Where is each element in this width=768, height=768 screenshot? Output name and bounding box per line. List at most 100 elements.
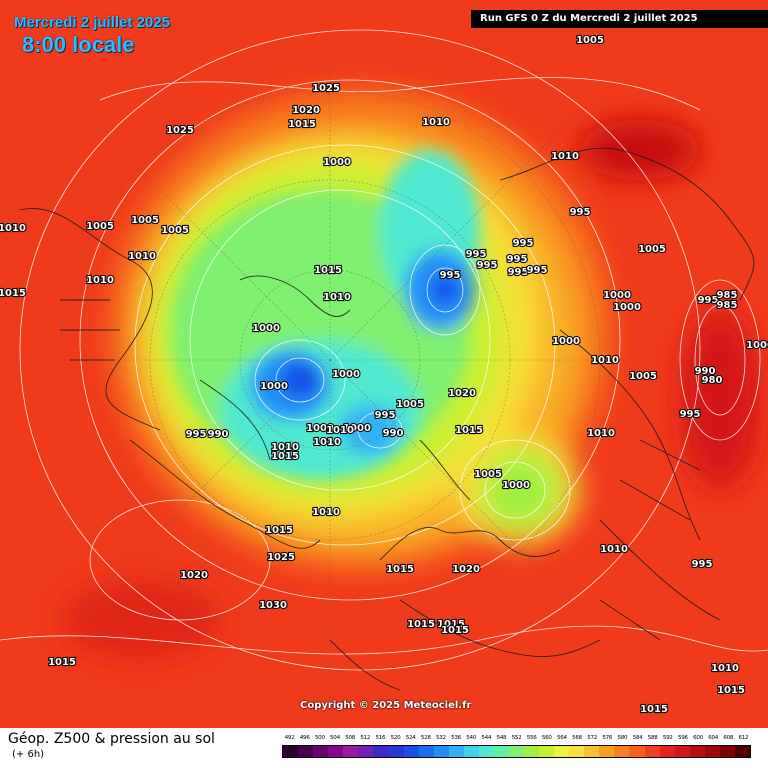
color-swatch: [403, 746, 419, 757]
color-swatch: [539, 746, 555, 757]
color-scale-label: 516: [375, 735, 386, 741]
color-swatch: [554, 746, 570, 757]
forecast-offset: (+ 6h): [12, 749, 45, 760]
isobar-label: 1005: [131, 215, 159, 226]
isobar-label: 1005: [474, 469, 502, 480]
color-scale-label: 580: [617, 735, 628, 741]
color-scale-label: 592: [662, 735, 673, 741]
isobar-label: 995: [466, 249, 487, 260]
isobar-label: 1020: [292, 105, 320, 116]
color-swatch: [463, 746, 479, 757]
color-scale-label: 604: [708, 735, 719, 741]
isobar-label: 1005: [629, 371, 657, 382]
isobar-label: 990: [695, 366, 716, 377]
color-swatch: [493, 746, 509, 757]
color-swatch: [388, 746, 404, 757]
isobar-label: 990: [383, 428, 404, 439]
isobar-label: 995: [692, 559, 713, 570]
color-swatch: [524, 746, 540, 757]
color-scale-labels: 492 496 500 504 508 512 516 520 524 528 532 536 540 5…: [282, 735, 751, 745]
isobar-label: 1015: [437, 619, 465, 630]
color-swatch: [659, 746, 675, 757]
isobar-label: 1005: [638, 244, 666, 255]
isobar-label: 1010: [587, 428, 615, 439]
isobar-label: 1000: [603, 290, 631, 301]
isobar-label: 1000: [552, 336, 580, 347]
color-swatch: [283, 746, 299, 757]
color-swatch: [689, 746, 705, 757]
isobar-label: 1010: [551, 151, 579, 162]
isobar-label: 1000: [332, 369, 360, 380]
isobar-label: 1015: [640, 704, 668, 715]
isobar-label: 1000: [746, 340, 768, 351]
forecast-date: Mercredi 2 juillet 2025: [14, 14, 170, 31]
color-scale-label: 500: [314, 735, 325, 741]
color-swatch: [569, 746, 585, 757]
color-swatch: [704, 746, 720, 757]
isobar-label: 1020: [452, 564, 480, 575]
color-swatch: [343, 746, 359, 757]
isobar-label: 1015: [0, 288, 26, 299]
isobar-label: 995: [680, 409, 701, 420]
color-swatch: [448, 746, 464, 757]
isobar-label: 1010: [323, 292, 351, 303]
color-swatch: [373, 746, 389, 757]
isobar-label: 1015: [717, 685, 745, 696]
isobar-label: 1000: [252, 323, 280, 334]
color-scale-label: 520: [390, 735, 401, 741]
color-scale-label: 504: [330, 735, 340, 741]
isobar-label: 1005: [396, 399, 424, 410]
color-scale-label: 544: [481, 735, 492, 741]
isobar-label: 995: [507, 254, 528, 265]
isobar-label: 1015: [314, 265, 342, 276]
isobar-label: 1025: [267, 552, 295, 563]
color-swatch: [614, 746, 630, 757]
isobar-label: 1000: [343, 423, 371, 434]
color-scale-label: 588: [647, 735, 658, 741]
color-scale-label: 584: [632, 735, 643, 741]
isobar-label: 995: [375, 410, 396, 421]
color-scale-label: 608: [723, 735, 734, 741]
isobar-label: 1010: [313, 437, 341, 448]
isobar-label: 1005: [86, 221, 114, 232]
color-swatch: [719, 746, 735, 757]
color-swatch: [328, 746, 344, 757]
isobar-label: 995: [570, 207, 591, 218]
color-swatch: [674, 746, 690, 757]
isobar-label: 980: [702, 375, 723, 386]
isobar-label: 1015: [265, 525, 293, 536]
color-swatch: [629, 746, 645, 757]
color-scale-label: 528: [420, 735, 431, 741]
isobar-label: 1010: [711, 663, 739, 674]
color-swatch: [508, 746, 524, 757]
color-scale-label: 492: [284, 735, 295, 741]
isobar-label: 1010: [86, 275, 114, 286]
color-scale-label: 536: [451, 735, 461, 741]
isobar-label: 995: [477, 260, 498, 271]
isobar-label: 1010: [0, 223, 26, 234]
isobar-label: 1025: [312, 83, 340, 94]
color-scale-label: 572: [587, 735, 598, 741]
isobar-label: 1015: [407, 619, 435, 630]
isobar-label: 1000: [502, 480, 530, 491]
isobar-label: 1010: [312, 507, 340, 518]
isobar-label: 995: [698, 295, 719, 306]
copyright-text: Copyright © 2025 Meteociel.fr: [300, 700, 472, 711]
color-swatch: [644, 746, 660, 757]
isobar-label: 1005: [161, 225, 189, 236]
color-swatch: [599, 746, 615, 757]
isobar-label: 1000: [260, 381, 288, 392]
isobar-label: 995: [440, 270, 461, 281]
isobar-label: 1020: [448, 388, 476, 399]
color-scale-label: 552: [511, 735, 522, 741]
isobar-label: 1015: [386, 564, 414, 575]
isobar-label: 1010: [600, 544, 628, 555]
isobar-label: 1015: [271, 451, 299, 462]
isobar-label: 995: [513, 238, 534, 249]
color-scale-label: 600: [693, 735, 703, 741]
isobar-label: 1005: [576, 35, 604, 46]
isobar-label: 1000: [613, 302, 641, 313]
color-swatch: [313, 746, 329, 757]
